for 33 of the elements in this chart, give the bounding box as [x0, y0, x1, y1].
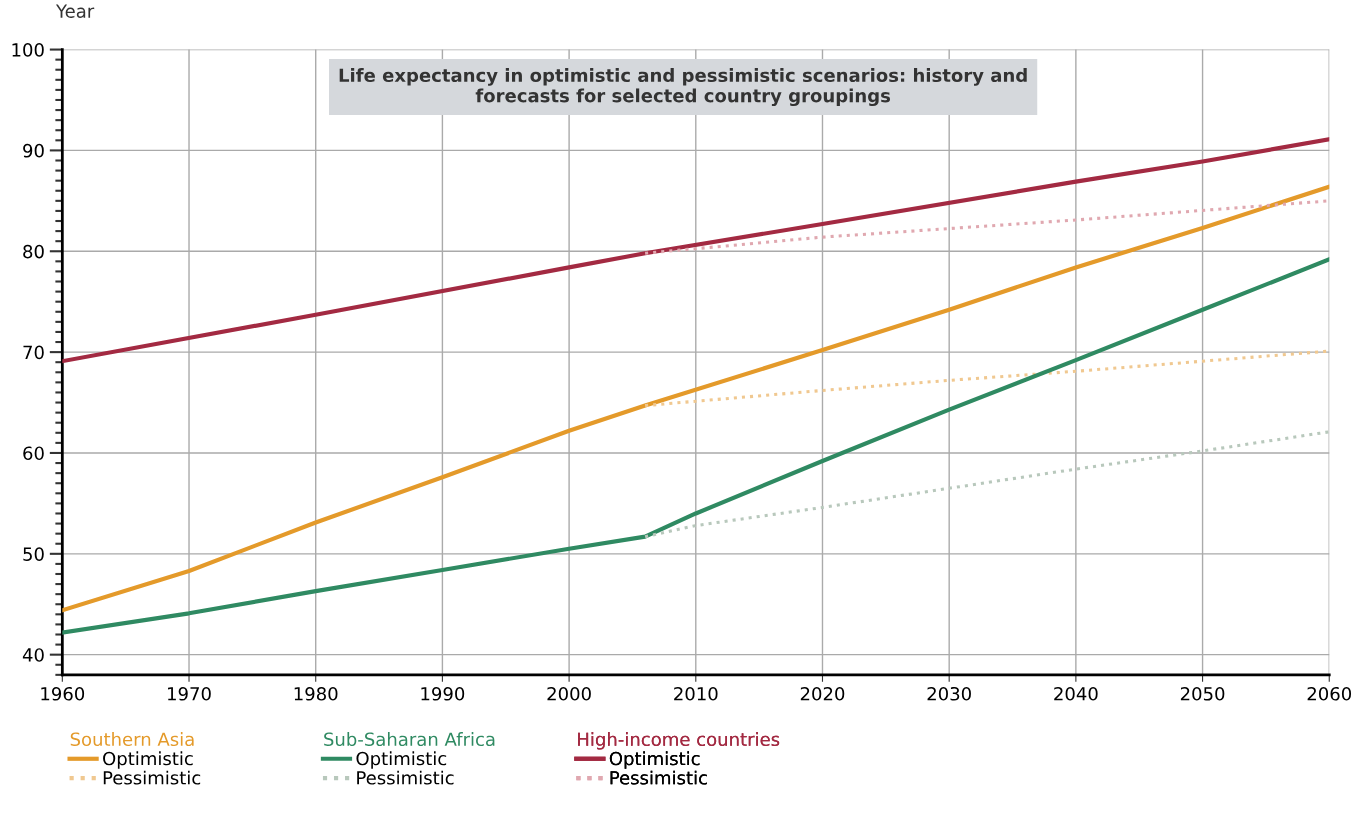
- legend-label: Optimistic: [103, 751, 193, 769]
- y-tick-label: 90: [23, 143, 44, 158]
- y-axis-title: Year: [55, 4, 95, 18]
- y-tick-label: 50: [23, 547, 44, 561]
- y-tick-label: 100: [12, 43, 44, 57]
- x-tick-label: 2060: [1307, 686, 1352, 701]
- x-tick-label: 1970: [168, 686, 211, 701]
- legend-label: Optimistic: [609, 751, 700, 769]
- x-tick-label: 2000: [547, 686, 591, 701]
- y-tick-label: 70: [23, 345, 44, 360]
- x-tick-label: 1990: [421, 686, 465, 701]
- text: High-income countries: [578, 732, 780, 750]
- line-series: [62, 257, 1330, 635]
- x-tick-label: 1960: [41, 686, 85, 701]
- text: Sub-Saharan Africa: [324, 732, 495, 747]
- x-tick-label: 1980: [294, 686, 338, 701]
- line-series: [62, 184, 1330, 613]
- legend-label: Pessimistic: [357, 770, 454, 785]
- y-tick-label: 40: [22, 648, 44, 662]
- line-series: [62, 137, 1330, 364]
- x-tick-label: 2040: [1054, 686, 1098, 701]
- legend-label: Optimistic: [356, 751, 447, 769]
- y-tick-label: 80: [23, 244, 44, 259]
- legend-label: Pessimistic: [610, 770, 707, 785]
- x-tick-label: 2020: [800, 686, 845, 701]
- x-tick-label: 2030: [927, 686, 971, 701]
- x-tick-label: 2010: [674, 686, 718, 701]
- legend-label: Pessimistic: [103, 770, 201, 785]
- line-series: [643, 430, 1330, 539]
- text: Southern Asia: [70, 732, 194, 747]
- y-tick-label: 60: [23, 446, 44, 461]
- x-tick-label: 2050: [1180, 686, 1225, 701]
- text: Life expectancy in optimistic and pessimistic scenarios: history and forecasts for selected country groupings: [339, 68, 1027, 107]
